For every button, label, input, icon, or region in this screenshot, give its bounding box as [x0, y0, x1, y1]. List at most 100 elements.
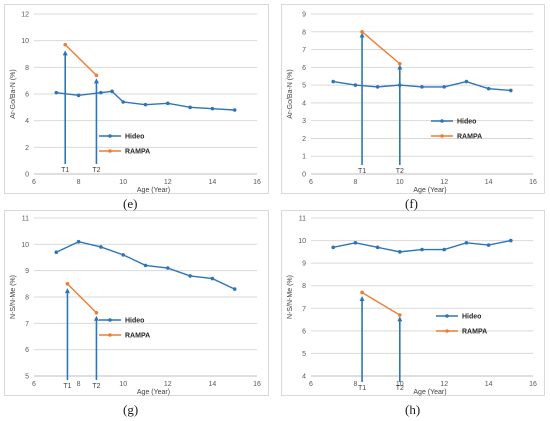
- x-tick-label: 6: [32, 381, 36, 388]
- data-point-hideo: [166, 101, 170, 106]
- data-point-hideo: [464, 241, 469, 245]
- x-tick-label: 8: [77, 381, 81, 388]
- data-point-hideo: [420, 247, 424, 252]
- data-point-hideo: [464, 79, 469, 84]
- data-point-hideo: [188, 105, 192, 110]
- x-tick-label: 12: [440, 381, 448, 388]
- legend-marker-hideo: [108, 318, 112, 322]
- time-marker-arrowhead: [359, 296, 365, 301]
- time-marker-label: T2: [92, 383, 100, 390]
- y-tick-label: 1: [302, 154, 306, 161]
- data-point-rampa: [360, 290, 364, 295]
- data-point-hideo: [76, 239, 81, 244]
- caption-g: (g): [123, 402, 139, 417]
- x-tick-label: 6: [309, 381, 313, 388]
- panel-frame: [4, 4, 269, 194]
- series-line-rampa: [361, 291, 401, 316]
- y-tick-label: 11: [22, 216, 29, 223]
- legend-label-hideo: Hideo: [125, 318, 144, 325]
- data-point-rampa: [94, 311, 99, 315]
- y-tick-label: 5: [25, 374, 29, 381]
- x-tick-label: 10: [119, 179, 127, 186]
- y-tick-label: 7: [302, 306, 306, 313]
- caption-f: (f): [405, 196, 418, 211]
- y-axis-label: N-S/N-Me (%): [287, 275, 294, 319]
- legend-marker-rampa: [440, 134, 444, 138]
- time-marker-arrowhead: [64, 288, 70, 294]
- x-tick-label: 12: [164, 381, 172, 388]
- y-tick-label: 2: [25, 145, 29, 152]
- x-tick-label: 12: [440, 179, 448, 186]
- data-point-rampa: [65, 282, 70, 286]
- time-marker-label: T2: [396, 385, 404, 392]
- legend-label-rampa: RAMPA: [462, 329, 487, 336]
- data-point-hideo: [210, 276, 215, 281]
- x-tick-label: 16: [253, 179, 261, 186]
- data-point-hideo: [121, 253, 125, 257]
- x-axis-label: Age (Year): [413, 187, 446, 194]
- data-point-hideo: [121, 100, 125, 104]
- time-marker-arrowhead: [397, 64, 403, 70]
- y-tick-label: 10: [298, 238, 306, 245]
- y-tick-label: 8: [25, 65, 29, 72]
- legend-label-rampa: RAMPA: [457, 134, 482, 141]
- data-point-hideo: [99, 90, 103, 95]
- data-point-hideo: [110, 89, 114, 94]
- y-tick-label: 4: [25, 118, 29, 125]
- data-point-hideo: [353, 83, 358, 87]
- data-point-hideo: [76, 93, 81, 98]
- legend-marker-rampa: [108, 149, 112, 153]
- x-tick-label: 8: [77, 179, 81, 186]
- x-tick-label: 16: [529, 179, 537, 186]
- y-tick-label: 6: [25, 92, 29, 99]
- panel-frame: [281, 4, 545, 194]
- y-tick-label: 0: [302, 172, 306, 179]
- data-point-hideo: [331, 79, 335, 84]
- y-tick-label: 11: [299, 216, 306, 223]
- x-tick-label: 16: [529, 381, 537, 388]
- data-point-hideo: [166, 266, 170, 270]
- data-point-hideo: [99, 245, 103, 249]
- y-tick-label: 6: [302, 65, 306, 72]
- y-tick-label: 6: [25, 347, 29, 354]
- y-tick-label: 9: [302, 12, 306, 19]
- y-tick-label: 4: [302, 100, 306, 107]
- data-point-hideo: [486, 86, 491, 91]
- y-tick-label: 6: [302, 328, 306, 335]
- data-point-hideo: [509, 238, 513, 243]
- data-point-hideo: [143, 263, 148, 268]
- data-point-hideo: [232, 108, 237, 112]
- data-point-hideo: [420, 85, 424, 89]
- data-point-rampa: [398, 61, 402, 66]
- x-tick-label: 10: [119, 381, 127, 388]
- y-tick-label: 8: [25, 295, 29, 302]
- data-point-hideo: [143, 102, 148, 107]
- y-tick-label: 12: [21, 12, 29, 19]
- y-tick-label: 10: [21, 242, 29, 249]
- y-axis-label: Ar-Go/Ba-N (%): [287, 69, 294, 118]
- time-marker-arrowhead: [397, 316, 403, 322]
- y-tick-label: 9: [302, 261, 306, 268]
- x-axis-label: Age (Year): [137, 187, 170, 194]
- legend-marker-rampa: [108, 333, 112, 337]
- time-marker-arrowhead: [93, 78, 99, 84]
- time-marker-label: T2: [92, 167, 100, 174]
- x-tick-label: 12: [164, 179, 172, 186]
- x-tick-label: 8: [353, 179, 357, 186]
- caption-h: (h): [405, 402, 421, 417]
- data-point-rampa: [94, 73, 99, 78]
- x-tick-label: 6: [32, 179, 36, 186]
- time-marker-arrowhead: [62, 50, 68, 56]
- series-line-rampa: [66, 283, 97, 314]
- x-tick-label: 6: [309, 179, 313, 186]
- legend-marker-hideo: [445, 314, 449, 318]
- x-tick-label: 14: [485, 381, 493, 388]
- y-tick-label: 4: [302, 374, 306, 381]
- data-point-hideo: [54, 90, 59, 95]
- y-tick-label: 5: [302, 351, 306, 358]
- data-point-hideo: [188, 274, 192, 278]
- y-tick-label: 9: [25, 268, 29, 275]
- legend-label-hideo: Hideo: [462, 314, 481, 321]
